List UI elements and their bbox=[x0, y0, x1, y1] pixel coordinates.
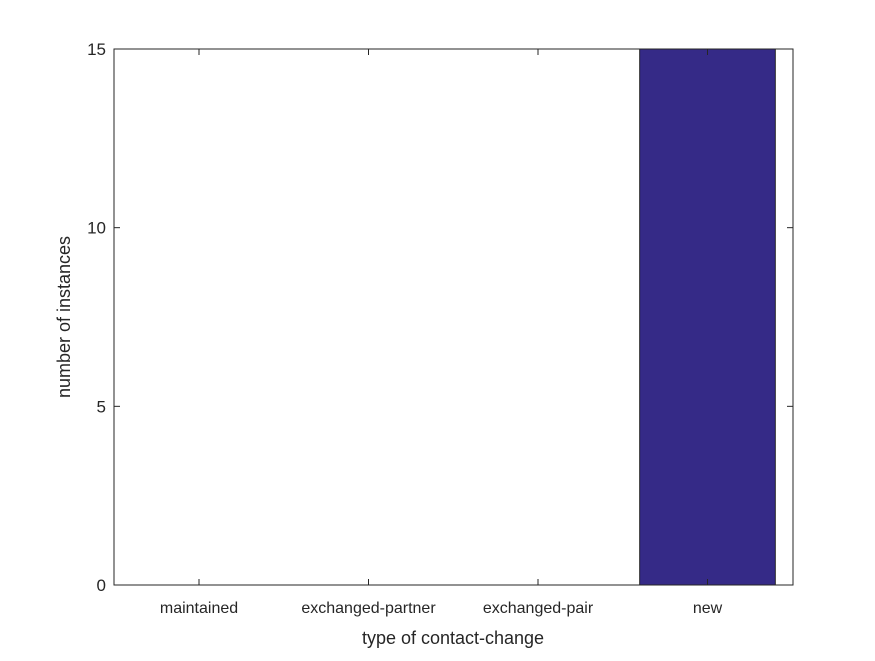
y-tick-label: 15 bbox=[87, 40, 106, 59]
y-tick-label: 5 bbox=[97, 397, 106, 416]
y-axis-label: number of instances bbox=[54, 236, 74, 398]
axes-box bbox=[113, 48, 794, 586]
y-tick-label: 10 bbox=[87, 219, 106, 238]
bar-new bbox=[639, 48, 776, 586]
x-tick-label: exchanged-pair bbox=[483, 600, 594, 617]
x-tick-label: maintained bbox=[160, 600, 238, 617]
x-tick-label: new bbox=[693, 600, 723, 617]
x-tick-label: exchanged-partner bbox=[301, 600, 436, 617]
x-axis-label: type of contact-change bbox=[362, 628, 544, 648]
y-tick-label: 0 bbox=[97, 576, 106, 595]
